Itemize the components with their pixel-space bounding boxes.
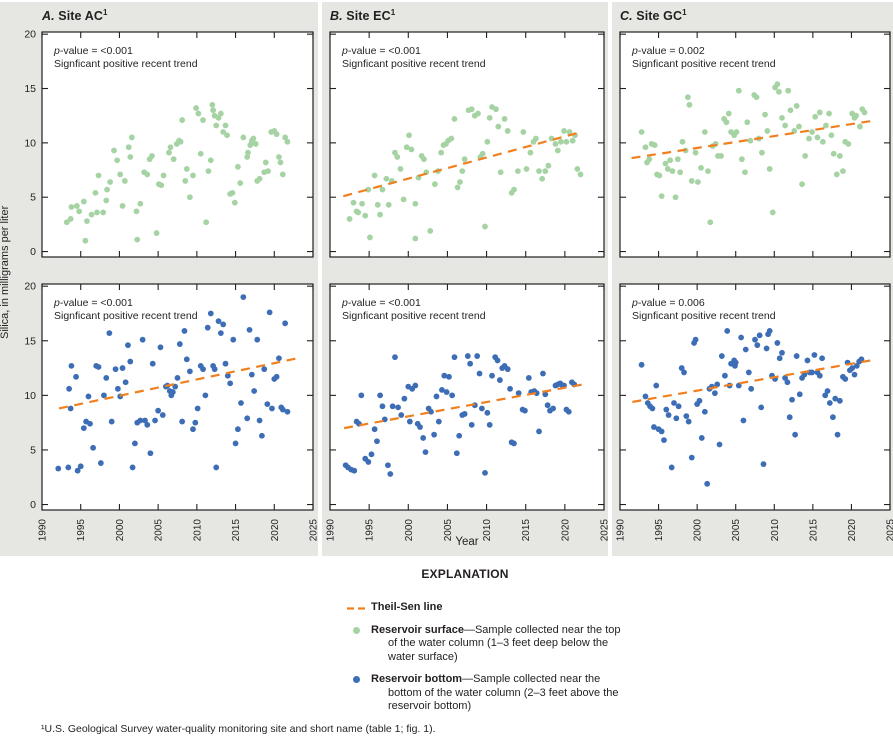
- panel-site-name: Site AC: [54, 9, 103, 24]
- svg-text:2005: 2005: [731, 519, 742, 542]
- svg-text:p-value = 0.002: p-value = 0.002: [631, 45, 705, 57]
- panel-title-b: B. Site EC1: [330, 8, 395, 23]
- svg-text:p-value = <0.001: p-value = <0.001: [341, 45, 421, 57]
- svg-text:2010: 2010: [192, 519, 203, 542]
- surface-marker-sample: [347, 624, 365, 634]
- svg-text:2020: 2020: [270, 519, 281, 542]
- column-site-gc: C. Site GC1 p-value = 0.002 Signficant po…: [612, 2, 893, 556]
- svg-text:15: 15: [24, 335, 36, 347]
- scatter-plot-bottom-ac: 1990 1995 2000 2005 2010 2015 2020 2025 0 5 10 15 20…: [24, 281, 319, 542]
- surface-label-text: —Sample collected near the top of the wa…: [388, 623, 621, 663]
- svg-text:2010: 2010: [770, 519, 781, 542]
- svg-text:15: 15: [24, 83, 36, 95]
- svg-text:Signficant positive recent tre: Signficant positive recent trend: [342, 310, 486, 322]
- svg-text:Signficant positive recent tre: Signficant positive recent trend: [342, 58, 486, 70]
- explanation-legend: Theil-Sen line Reservoir surface—Sample …: [347, 601, 647, 723]
- svg-text:2015: 2015: [231, 519, 242, 542]
- svg-text:20: 20: [24, 281, 36, 293]
- panel-site-name: Site EC: [342, 9, 391, 24]
- svg-text:0: 0: [30, 246, 36, 258]
- legend-heading: EXPLANATION: [421, 567, 509, 581]
- svg-text:10: 10: [24, 390, 36, 402]
- panel-letter: C.: [620, 9, 633, 24]
- svg-text:1990: 1990: [38, 519, 49, 542]
- svg-text:Signficant positive recent tre: Signficant positive recent trend: [632, 310, 776, 322]
- bottom-label-text: —Sample collected near the bottom of the…: [388, 673, 619, 712]
- panel-site-name: Site GC: [632, 9, 683, 24]
- svg-text:0: 0: [30, 499, 36, 511]
- panel-title-c: C. Site GC1: [620, 8, 687, 23]
- legend-item-theil-sen: Theil-Sen line: [347, 601, 647, 615]
- svg-text:2005: 2005: [443, 519, 454, 542]
- svg-text:p-value = <0.001: p-value = <0.001: [53, 45, 133, 57]
- legend-item-reservoir-bottom: Reservoir bottom—Sample collected near t…: [347, 673, 647, 714]
- theil-sen-label: Theil-Sen line: [371, 601, 443, 613]
- svg-text:2025: 2025: [600, 519, 609, 542]
- svg-text:2000: 2000: [693, 519, 704, 542]
- svg-text:p-value = <0.001: p-value = <0.001: [341, 297, 421, 309]
- svg-text:10: 10: [24, 137, 36, 149]
- scatter-plot-bottom-ec: 1990 1995 2000 2005 2010 2015 2020 2025 p-value …: [326, 283, 609, 542]
- svg-text:2020: 2020: [847, 519, 858, 542]
- svg-text:5: 5: [30, 192, 36, 204]
- svg-text:2015: 2015: [808, 519, 819, 542]
- y-axis-title: Silica, in milligrams per liter: [0, 205, 11, 339]
- footnote-marker: 1: [682, 8, 687, 17]
- footnote-marker: 1: [390, 8, 396, 17]
- surface-label-bold: Reservoir surface: [371, 623, 464, 636]
- legend-item-reservoir-surface: Reservoir surface—Sample collected near …: [347, 624, 647, 665]
- bottom-label-bold: Reservoir bottom: [371, 673, 463, 685]
- footnote-marker: 1: [102, 8, 108, 17]
- bottom-marker-sample: [347, 673, 365, 683]
- column-site-ac: A. Site AC1 0 5 10 15 20 p-value = <0.001 Sign…: [0, 2, 318, 556]
- footnote: ¹U.S. Geological Survey water-quality mo…: [41, 723, 436, 735]
- svg-text:2020: 2020: [560, 519, 571, 542]
- svg-text:1990: 1990: [616, 519, 627, 542]
- column-site-ec: B. Site EC1 p-value = <0.001 Signficant p…: [322, 2, 608, 556]
- svg-text:2000: 2000: [404, 519, 415, 542]
- svg-text:1995: 1995: [76, 519, 87, 542]
- theil-sen-line-sample: [347, 601, 365, 611]
- bottom-label: Reservoir bottom—Sample collected near t…: [371, 673, 623, 714]
- svg-text:p-value = 0.006: p-value = 0.006: [631, 297, 705, 309]
- dashed-line-icon: [347, 607, 365, 610]
- svg-text:2005: 2005: [154, 519, 165, 542]
- svg-text:1990: 1990: [326, 519, 337, 542]
- svg-text:2025: 2025: [309, 519, 319, 542]
- panel-title-a: A. Site AC1: [42, 8, 108, 23]
- panel-letter: A.: [42, 9, 55, 24]
- svg-text:2000: 2000: [115, 519, 126, 542]
- svg-text:Signficant positive recent tre: Signficant positive recent trend: [54, 310, 198, 322]
- svg-text:2025: 2025: [886, 519, 893, 542]
- svg-text:p-value = <0.001: p-value = <0.001: [53, 297, 133, 309]
- surface-label: Reservoir surface—Sample collected near …: [371, 624, 623, 665]
- svg-text:5: 5: [30, 444, 36, 456]
- svg-text:1995: 1995: [365, 519, 376, 542]
- svg-text:Signficant positive recent tre: Signficant positive recent trend: [54, 58, 198, 70]
- blue-dot-icon: [352, 676, 360, 683]
- svg-text:Signficant positive recent tre: Signficant positive recent trend: [632, 58, 776, 70]
- svg-text:2010: 2010: [482, 519, 493, 542]
- green-dot-icon: [352, 626, 360, 634]
- x-axis-title: Year: [455, 536, 479, 548]
- scatter-plot-bottom-gc: 1990 1995 2000 2005 2010 2015 2020 2025 p-value …: [616, 283, 893, 542]
- svg-text:20: 20: [24, 29, 36, 41]
- svg-text:1995: 1995: [654, 519, 665, 542]
- svg-text:2015: 2015: [521, 519, 532, 542]
- panel-letter: B.: [330, 9, 343, 24]
